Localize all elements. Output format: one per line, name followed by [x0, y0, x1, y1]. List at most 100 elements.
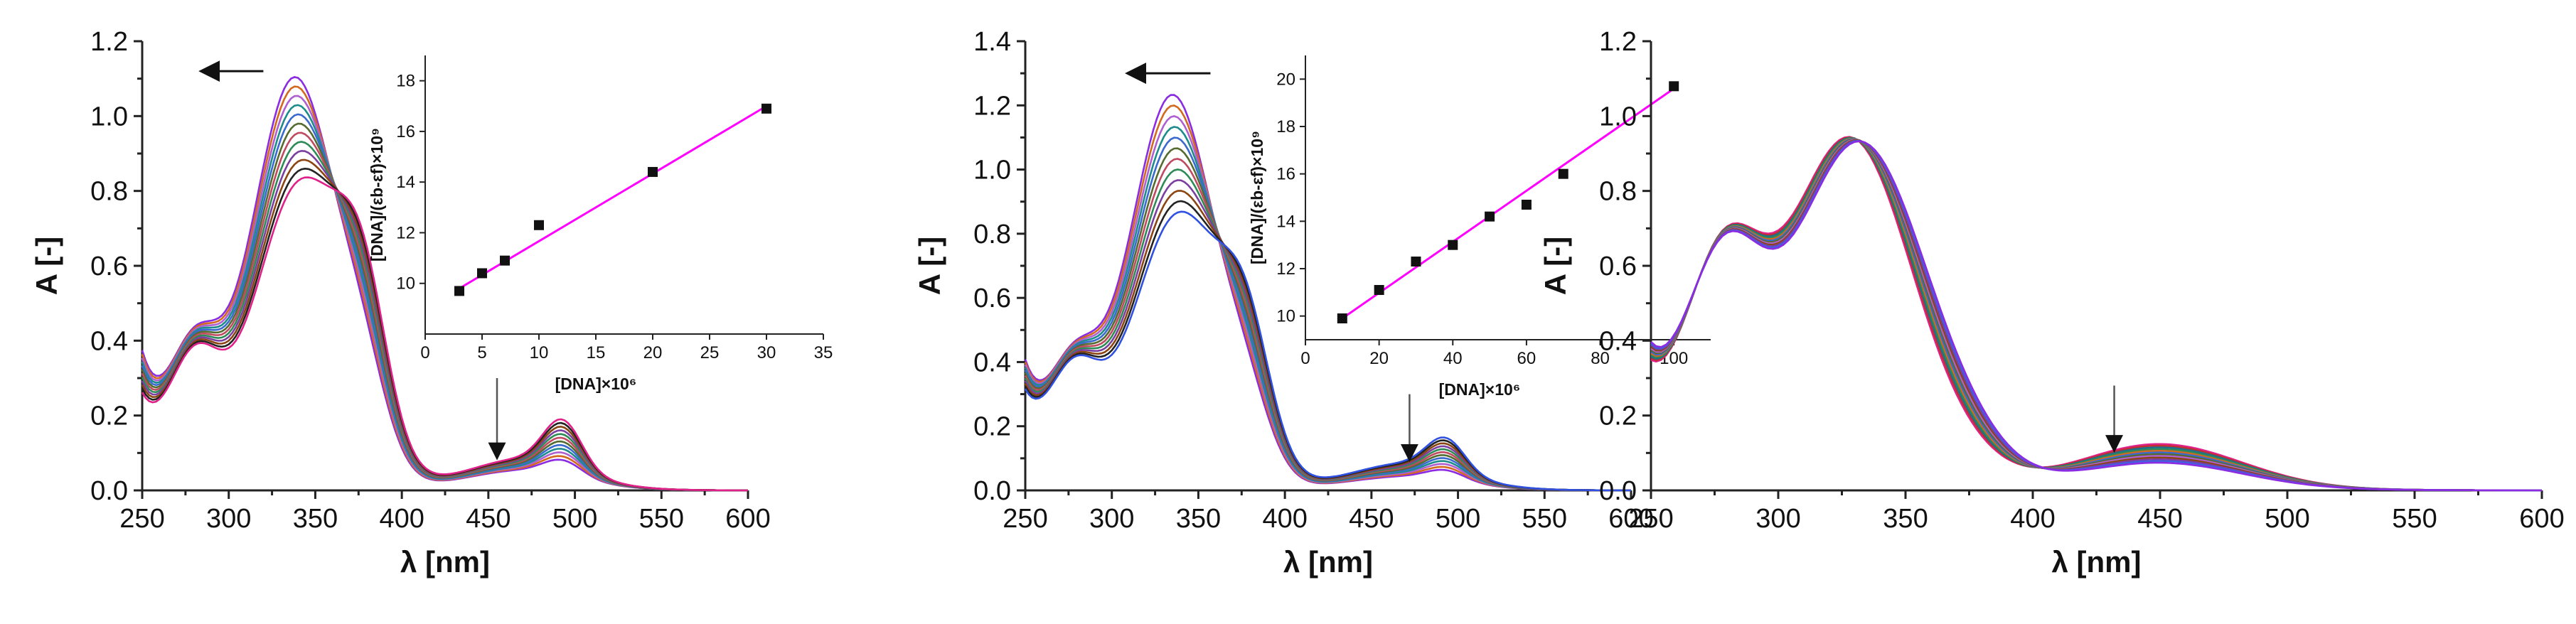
spectra-group	[1024, 94, 1631, 492]
inset-y-tick-label: 12	[396, 223, 415, 242]
inset-data-point	[477, 268, 487, 279]
inset-data-point	[1485, 211, 1495, 222]
x-tick-label: 450	[1349, 504, 1394, 534]
spectrum-line	[1650, 139, 2542, 492]
inset-data-point	[1374, 285, 1384, 295]
inset-x-tick-label: 25	[700, 343, 720, 362]
x-tick-label: 300	[206, 504, 251, 534]
x-tick-label: 350	[1883, 504, 1928, 534]
y-tick-label: 1.2	[90, 27, 128, 57]
inset-background	[1305, 55, 1711, 340]
y-tick-label: 0.2	[90, 402, 128, 431]
inset-y-axis-title: [DNA]/(εb-εf)×10⁹	[1248, 131, 1266, 264]
panel-middle: 250 300 350 400 450 500 550 6000.00.20.40.60.81…	[913, 27, 1711, 579]
y-tick-label: 0.4	[973, 348, 1011, 377]
spectrum-line	[1650, 137, 2542, 492]
inset-data-point	[1337, 313, 1347, 323]
inset-data-point	[454, 286, 464, 296]
inset-x-tick-label: 0	[420, 343, 429, 362]
x-axis-title: λ [nm]	[2052, 545, 2142, 579]
x-tick-label: 350	[1176, 504, 1221, 534]
inset-data-point	[1448, 240, 1458, 250]
x-tick-label: 600	[2519, 504, 2564, 534]
x-tick-label: 600	[1608, 504, 1653, 534]
inset-x-axis-title: [DNA]×10⁶	[555, 375, 637, 393]
inset-x-tick-label: 40	[1443, 349, 1463, 368]
y-tick-label: 1.0	[973, 156, 1011, 185]
x-tick-label: 450	[466, 504, 511, 534]
x-tick-label: 350	[293, 504, 338, 534]
inset-data-point	[1521, 200, 1532, 210]
y-tick-label: 0.0	[90, 476, 128, 506]
y-tick-label: 0.2	[973, 412, 1011, 442]
spectrum-line	[1650, 139, 2542, 492]
inset-y-tick-label: 16	[1276, 165, 1295, 184]
inset-x-tick-label: 60	[1517, 349, 1536, 368]
inset-data-point	[648, 166, 658, 177]
y-axis-title: A [-]	[30, 237, 63, 295]
y-tick-label: 0.4	[90, 326, 128, 356]
inset-x-tick-label: 20	[643, 343, 663, 362]
inset-x-tick-label: 80	[1591, 349, 1610, 368]
inset-plot: 0 20 40 60 80 100101214161820[DNA]×10⁶[DNA]/(…	[1248, 55, 1711, 399]
inset-data-point	[1669, 81, 1679, 92]
spectrum-line	[1650, 138, 2542, 492]
x-tick-label: 500	[552, 504, 597, 534]
spectra-group	[141, 76, 748, 492]
inset-data-point	[1411, 257, 1421, 267]
inset-y-tick-label: 10	[396, 274, 415, 294]
inset-data-point	[761, 103, 771, 114]
inset-y-tick-label: 10	[1276, 307, 1295, 326]
y-tick-label: 0.2	[1599, 402, 1637, 431]
y-tick-label: 0.6	[90, 252, 128, 281]
inset-y-tick-label: 16	[396, 122, 415, 141]
x-tick-label: 250	[119, 504, 164, 534]
inset-y-axis-title: [DNA]/(εb-εf)×10⁹	[368, 128, 386, 262]
x-axis-title: λ [nm]	[400, 545, 490, 579]
y-tick-label: 0.6	[1599, 252, 1637, 281]
y-tick-label: 1.4	[973, 27, 1011, 57]
inset-x-tick-label: 5	[477, 343, 486, 362]
x-tick-label: 250	[1003, 504, 1047, 534]
y-tick-label: 0.8	[1599, 177, 1637, 207]
inset-x-tick-label: 30	[757, 343, 776, 362]
y-tick-label: 1.0	[1599, 102, 1637, 131]
y-tick-label: 0.0	[973, 476, 1011, 506]
inset-y-tick-label: 18	[1276, 117, 1295, 136]
y-tick-label: 0.6	[973, 284, 1011, 313]
spectrum-line	[1650, 136, 2542, 492]
y-tick-label: 0.8	[90, 177, 128, 207]
x-tick-label: 600	[725, 504, 770, 534]
inset-x-axis-title: [DNA]×10⁶	[1439, 380, 1521, 399]
spectrum-line	[141, 176, 748, 492]
inset-x-tick-label: 15	[587, 343, 606, 362]
y-tick-label: 1.2	[973, 91, 1011, 121]
x-tick-label: 250	[1628, 504, 1673, 534]
spectrum-line	[1024, 210, 1631, 492]
inset-y-tick-label: 18	[396, 72, 415, 91]
spectrum-line	[1650, 140, 2542, 492]
spectrum-line	[1650, 136, 2542, 492]
y-tick-label: 0.8	[973, 220, 1011, 249]
spectrum-line	[1650, 139, 2542, 492]
x-tick-label: 550	[1522, 504, 1567, 534]
x-tick-label: 300	[1755, 504, 1800, 534]
inset-plot: 0 5 10 15 20 25 30 35 10 12 14 16 18 [DNA]×10⁶ [DNA]/(…	[368, 55, 833, 393]
spectrum-line	[1650, 136, 2542, 492]
spectrum-line	[1650, 137, 2542, 492]
y-tick-label: 1.0	[90, 102, 128, 131]
x-tick-label: 300	[1089, 504, 1134, 534]
y-axis-title: A [-]	[1539, 237, 1572, 295]
y-tick-label: 1.2	[1599, 27, 1637, 57]
x-tick-label: 550	[2392, 504, 2437, 534]
inset-y-tick-label: 14	[396, 173, 415, 192]
y-axis-title: A [-]	[913, 237, 946, 295]
inset-x-tick-label: 20	[1369, 349, 1389, 368]
y-tick-label: 0.0	[1599, 476, 1637, 506]
x-tick-label: 400	[1262, 504, 1307, 534]
inset-x-tick-label: 0	[1300, 349, 1310, 368]
panel-left: 250 300 350 400 450 500 550 6000.00.20.40.60.81…	[30, 27, 833, 579]
x-tick-label: 500	[2265, 504, 2309, 534]
inset-y-tick-label: 20	[1276, 70, 1295, 89]
